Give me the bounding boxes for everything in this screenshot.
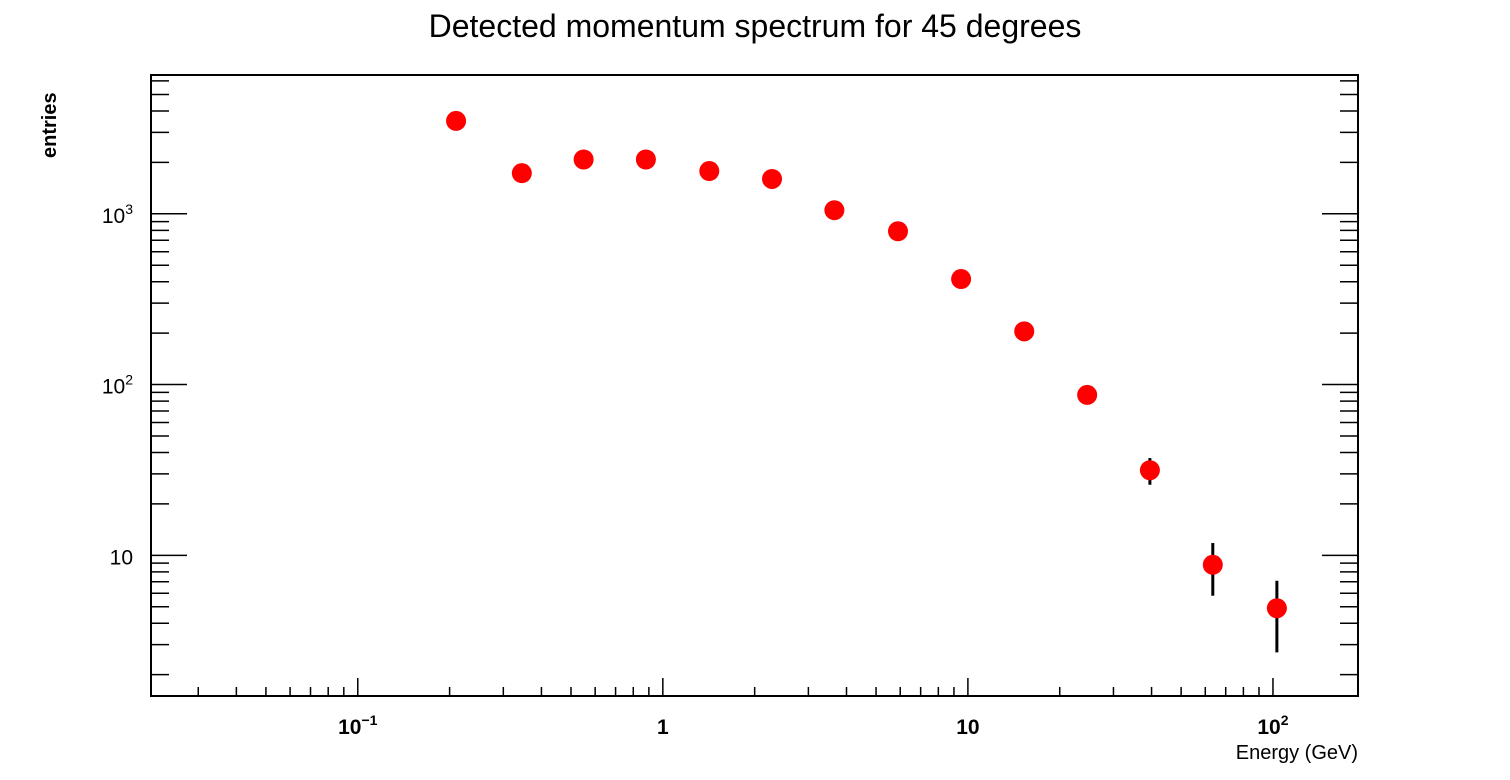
minor-ticks bbox=[151, 80, 1358, 696]
data-point bbox=[511, 163, 532, 184]
y-tick-label: 10 bbox=[110, 546, 133, 569]
data-point bbox=[699, 161, 720, 182]
plot-frame bbox=[150, 74, 1359, 697]
x-tick-label: 10 bbox=[956, 716, 979, 739]
data-point bbox=[1077, 384, 1098, 405]
x-tick-label: 102 bbox=[1257, 712, 1288, 739]
data-point bbox=[635, 149, 656, 170]
data-point bbox=[446, 110, 467, 131]
tick-labels: 10−1 1 10 102 10 102 103 bbox=[102, 201, 1289, 739]
error-bars bbox=[454, 119, 1279, 653]
data-point bbox=[1266, 598, 1287, 619]
major-ticks bbox=[151, 213, 1358, 696]
y-tick-label: 103 bbox=[102, 201, 133, 228]
x-tick-label: 1 bbox=[657, 716, 669, 739]
x-axis-label: Energy (GeV) bbox=[1236, 742, 1358, 764]
chart-title: Detected momentum spectrum for 45 degree… bbox=[429, 8, 1082, 44]
data-point bbox=[762, 168, 783, 189]
data-point bbox=[573, 149, 594, 170]
data-point bbox=[887, 221, 908, 242]
y-axis-label: entries bbox=[39, 92, 61, 158]
x-tick-label: 10−1 bbox=[338, 712, 378, 739]
data-points bbox=[446, 110, 1287, 619]
data-point bbox=[1202, 554, 1223, 575]
data-point bbox=[951, 269, 972, 290]
y-tick-label: 102 bbox=[102, 372, 133, 399]
data-point bbox=[1139, 460, 1160, 481]
data-point bbox=[1014, 321, 1035, 342]
data-point bbox=[824, 200, 845, 221]
